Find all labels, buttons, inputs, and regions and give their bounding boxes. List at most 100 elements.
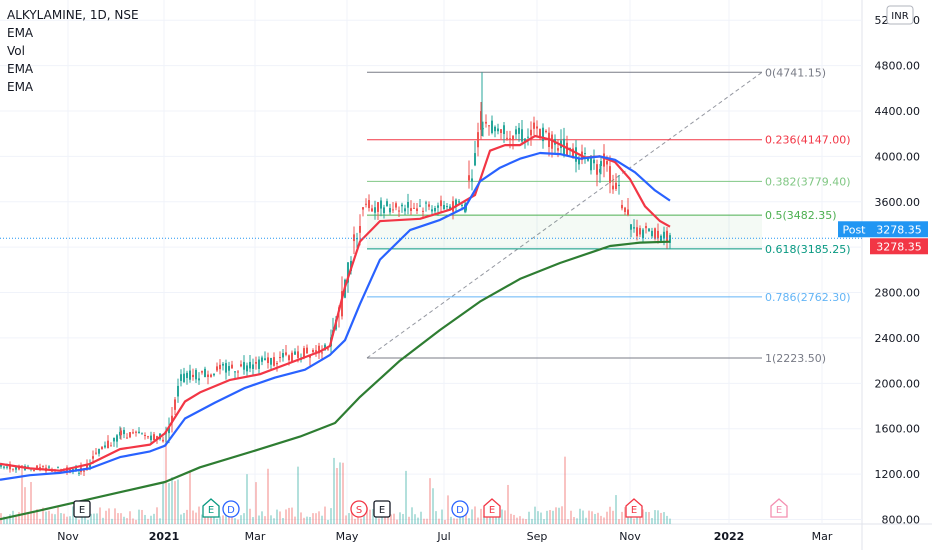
indicator-vol[interactable]: Vol: [7, 44, 25, 58]
candle-body: [231, 364, 233, 369]
volume-bar: [489, 515, 491, 524]
event-marker-letter: E: [489, 505, 495, 516]
volume-bar: [339, 462, 341, 524]
volume-bar: [156, 507, 158, 524]
candle-body: [321, 352, 323, 354]
indicator-ema-2[interactable]: EMA: [7, 62, 34, 76]
candle-body: [551, 134, 553, 149]
volume-bar: [351, 506, 353, 524]
candle-body: [135, 431, 137, 433]
candle-body: [651, 230, 653, 237]
y-tick-label: 2400.00: [875, 332, 921, 345]
volume-bar: [180, 514, 182, 524]
candle-body: [273, 357, 275, 366]
volume-bar: [555, 507, 557, 524]
candle-body: [33, 470, 35, 472]
currency-badge: [886, 5, 914, 25]
candle-body: [590, 155, 592, 171]
volume-bar: [366, 507, 368, 524]
volume-bar: [654, 510, 656, 524]
candle-body: [398, 210, 400, 212]
volume-bar: [174, 481, 176, 524]
volume-bar: [102, 517, 104, 524]
volume-bar: [87, 519, 89, 524]
volume-bar: [135, 519, 137, 524]
candle-body: [627, 209, 629, 215]
volume-bar: [597, 512, 599, 524]
candle-body: [315, 350, 317, 352]
volume-bar: [123, 516, 125, 524]
candle-body: [452, 201, 454, 212]
volume-bar: [615, 495, 617, 524]
candle-body: [521, 129, 523, 142]
indicator-ema-1[interactable]: EMA: [7, 26, 34, 40]
candle-body: [189, 370, 191, 380]
candle-body: [422, 210, 424, 212]
candle-body: [362, 207, 364, 210]
volume-bar: [669, 518, 671, 524]
symbol-title[interactable]: ALKYLAMINE, 1D, NSE: [7, 8, 139, 22]
price-axis[interactable]: 5200.004800.004400.004000.003600.003200.…: [838, 5, 928, 526]
candle-body: [225, 363, 227, 373]
event-marker: [350, 500, 368, 518]
volume-bar: [51, 513, 53, 524]
volume-bar: [534, 506, 536, 524]
x-tick-label: May: [336, 530, 359, 543]
candle-body: [86, 463, 88, 469]
candle-body: [252, 364, 254, 369]
fib-trend-line[interactable]: [366, 71, 763, 359]
volume-bar: [426, 518, 428, 524]
candle-body: [116, 435, 118, 442]
fib-level-label: 1(2223.50): [765, 352, 826, 365]
fibonacci-retracement[interactable]: 0(4741.15) 0.236(4147.00) 0.382(3779.40) 0.…: [367, 66, 851, 365]
candle-body: [201, 371, 203, 373]
volume-bar: [213, 514, 215, 524]
candle-body: [618, 184, 620, 186]
volume-bar: [477, 517, 479, 524]
volume-bar: [507, 484, 509, 524]
volume-bar: [609, 506, 611, 524]
candle-body: [630, 224, 632, 230]
candle-body: [341, 291, 343, 317]
candle-body: [477, 132, 479, 148]
event-marker: [770, 498, 788, 518]
volume-bar: [297, 466, 299, 524]
volume-bar: [576, 518, 578, 524]
candle-body: [536, 126, 538, 129]
volume-bar: [657, 510, 659, 524]
volume-bar: [117, 513, 119, 524]
time-axis[interactable]: Nov 2021 Mar May Jul Sep Nov 2022 Mar: [57, 530, 833, 543]
candle-body: [168, 426, 170, 434]
volume-bar: [312, 513, 314, 524]
volume-bar: [270, 515, 272, 524]
volume-bars: [0, 432, 671, 524]
candle-body: [306, 347, 308, 354]
candle-body: [219, 364, 221, 370]
candle-body: [153, 434, 155, 440]
volume-bar: [333, 457, 335, 524]
volume-bar: [309, 516, 311, 524]
volume-bar: [390, 514, 392, 524]
event-marker: [451, 500, 469, 518]
candle-body: [210, 374, 212, 377]
candle-body: [288, 355, 290, 361]
volume-bar: [45, 511, 47, 524]
volume-bar: [198, 506, 200, 524]
x-tick-label: Mar: [245, 530, 266, 543]
volume-bar: [381, 516, 383, 524]
volume-bar: [165, 432, 167, 524]
indicator-ema-3[interactable]: EMA: [7, 80, 34, 94]
candle-body: [371, 208, 373, 212]
candle-body: [222, 363, 224, 366]
event-marker: [202, 498, 220, 518]
volume-bar: [69, 516, 71, 524]
candle-body: [234, 371, 236, 373]
volume-bar: [330, 508, 332, 524]
volume-bar: [240, 515, 242, 524]
candle-body: [593, 159, 595, 164]
candle-body: [395, 203, 397, 208]
post-tag-label: Post: [842, 223, 866, 236]
